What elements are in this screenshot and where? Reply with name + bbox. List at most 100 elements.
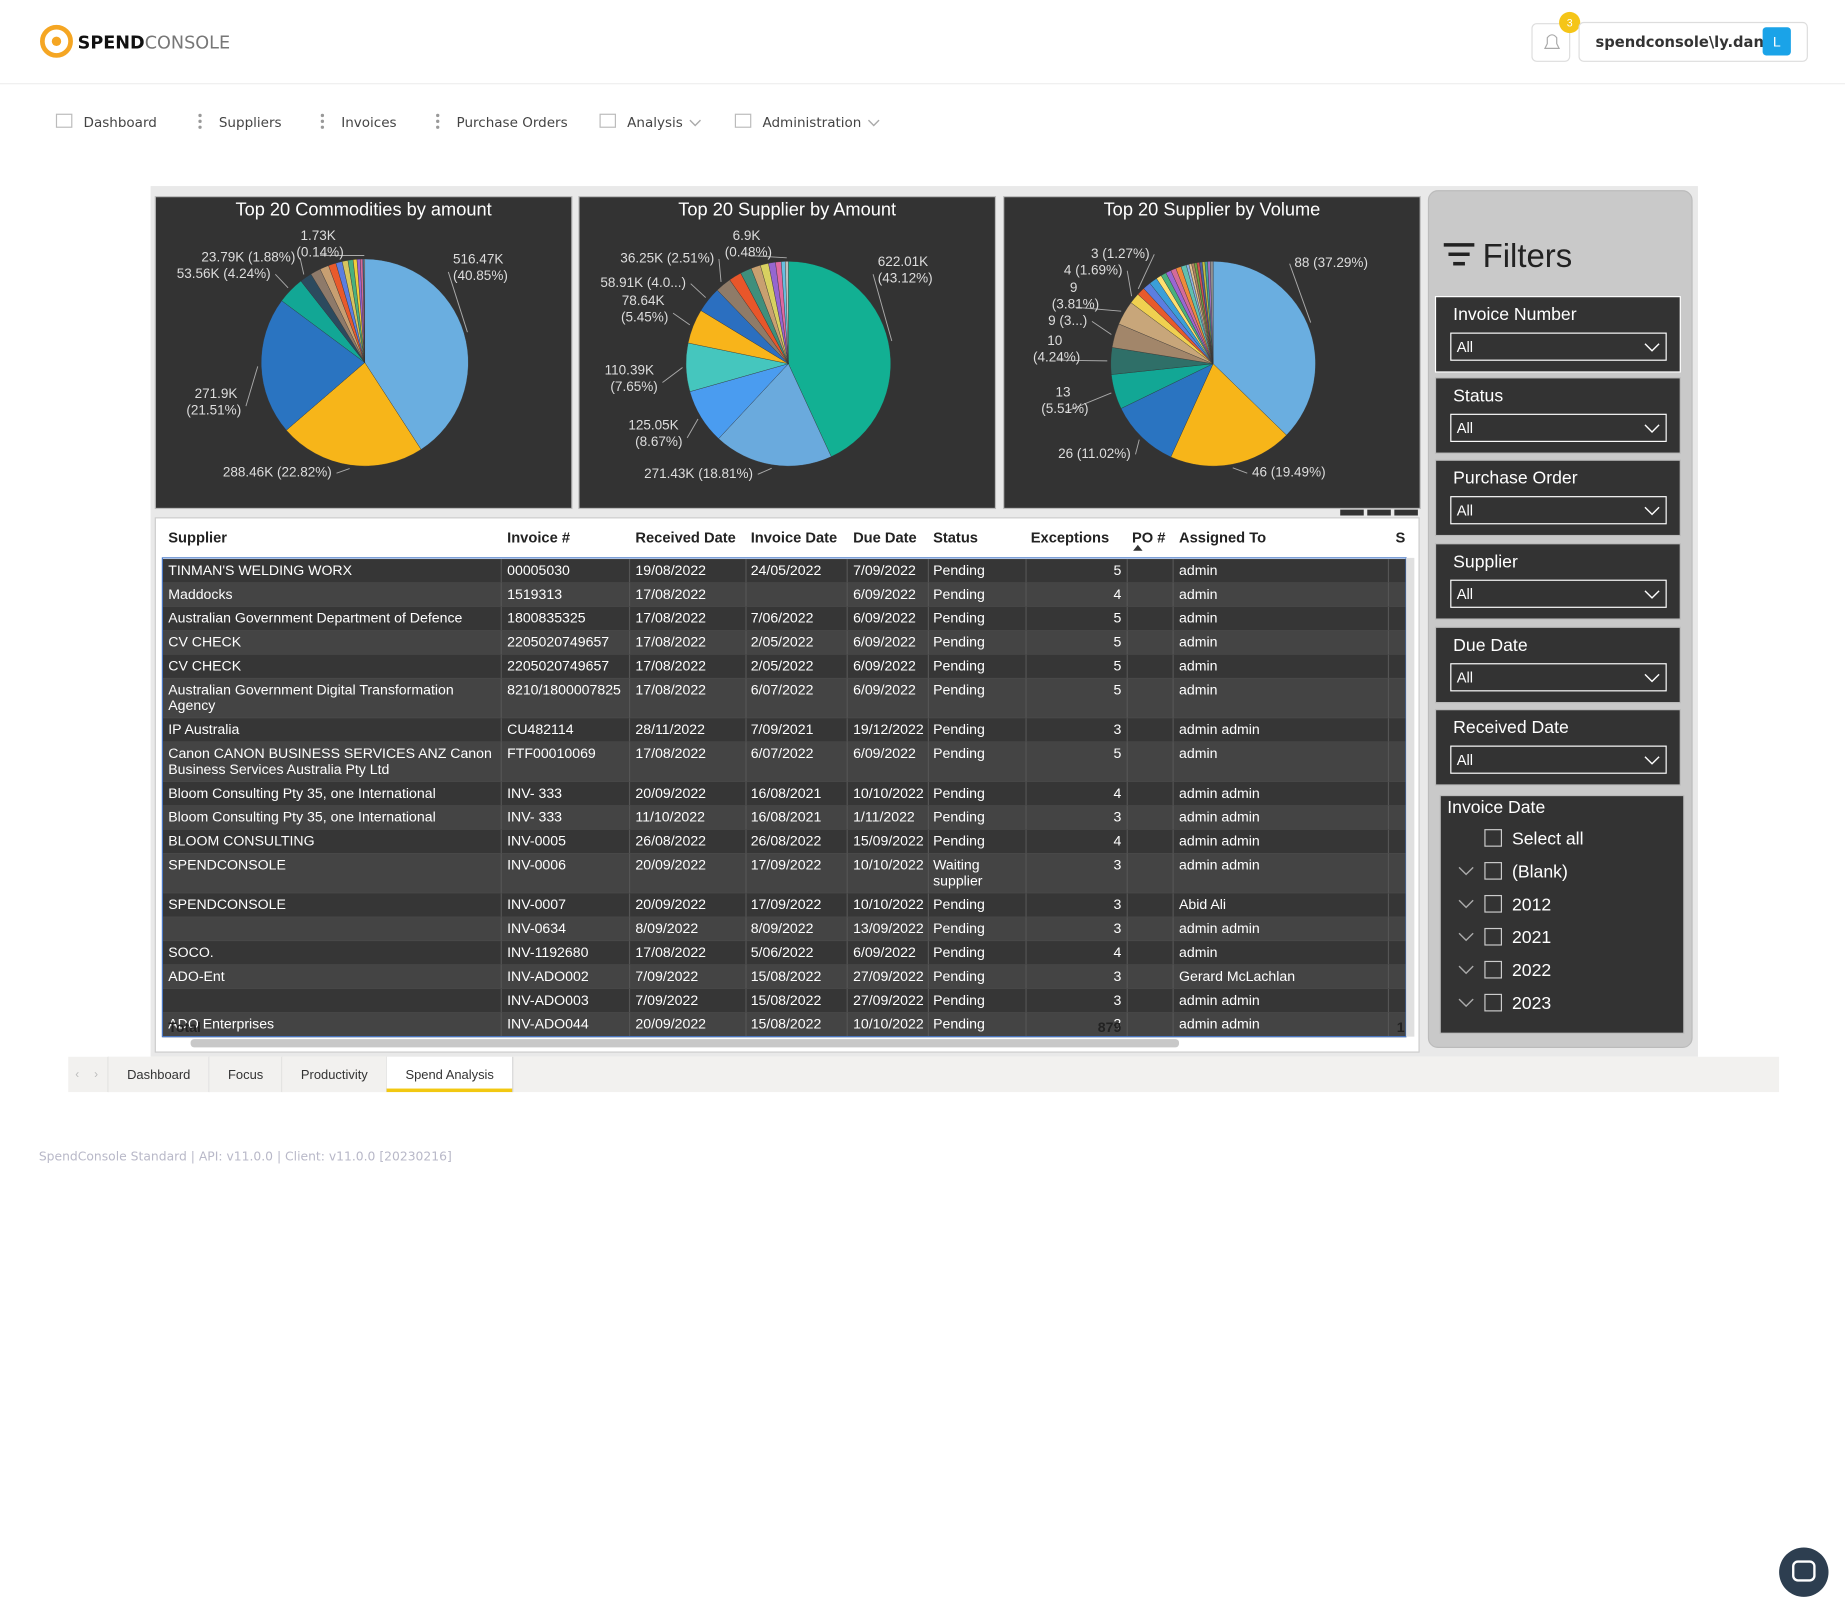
table-cell: admin admin	[1179, 992, 1260, 1008]
tab-scroll-left[interactable]: ‹	[75, 1068, 79, 1081]
table-row[interactable]	[162, 941, 1407, 965]
v-scrollbar[interactable]	[1406, 557, 1415, 1037]
column-header[interactable]: Invoice #	[507, 531, 570, 547]
table-cell: admin	[1179, 745, 1217, 761]
nav-item[interactable]: Invoices	[341, 115, 396, 131]
table-cell: 17/08/2022	[635, 944, 706, 960]
cell-line: Business Services Australia Pty Ltd	[168, 761, 389, 777]
nav-icon	[320, 119, 325, 123]
nav-item[interactable]: Dashboard	[84, 115, 157, 131]
table-cell: admin	[1179, 944, 1217, 960]
avatar	[1762, 27, 1791, 56]
slice-label-line: (43.12%)	[878, 271, 933, 286]
table-row[interactable]	[162, 742, 1407, 782]
column-header[interactable]: Status	[933, 531, 978, 547]
nav-item[interactable]: Purchase Orders	[457, 115, 568, 131]
checkbox-label[interactable]: 2021	[1512, 927, 1551, 947]
column-header[interactable]: Assigned To	[1179, 531, 1266, 547]
table-row[interactable]	[162, 829, 1407, 854]
table-cell: 10/10/2022	[853, 1016, 924, 1032]
notification-button[interactable]	[1531, 23, 1571, 62]
table-cell: 2205020749657	[507, 634, 609, 650]
checkbox-label[interactable]: 2022	[1512, 960, 1551, 980]
table-cell: 7/06/2022	[751, 610, 814, 626]
filter-dropdown[interactable]	[1450, 579, 1667, 608]
tab-scroll-right[interactable]: ›	[94, 1068, 98, 1081]
nav-icon	[436, 119, 440, 123]
checkbox[interactable]	[1484, 927, 1503, 946]
checkbox-label[interactable]: 2023	[1512, 993, 1551, 1013]
checkbox[interactable]	[1484, 862, 1503, 880]
column-header[interactable]: Invoice Date	[751, 531, 838, 547]
column-header[interactable]: PO #	[1132, 531, 1165, 547]
table-cell: 3	[1113, 1016, 1121, 1032]
slice-label: 58.91K (4.0...)	[600, 275, 686, 290]
column-header[interactable]: Received Date	[635, 531, 735, 547]
slice-label-line: (5.45%)	[621, 309, 668, 324]
table-row[interactable]	[162, 853, 1407, 894]
table-cell: IP Australia	[168, 721, 239, 737]
checkbox[interactable]	[1484, 993, 1503, 1012]
nav-item[interactable]: Suppliers	[219, 115, 282, 131]
column-header[interactable]: S	[1396, 531, 1406, 547]
table-cell: 2205020749657	[507, 657, 609, 673]
filter-dropdown[interactable]	[1450, 413, 1667, 442]
slice-label: 1.73K (0.14%)	[296, 228, 343, 259]
tab[interactable]	[108, 1056, 210, 1093]
table-row[interactable]	[162, 988, 1407, 1013]
chat-button[interactable]	[1779, 1547, 1829, 1597]
filter-dropdown[interactable]	[1450, 332, 1667, 361]
checkbox-label[interactable]: 2012	[1512, 894, 1551, 914]
tab-label[interactable]: Focus	[228, 1067, 263, 1082]
table-row[interactable]	[162, 805, 1407, 830]
table-row[interactable]	[162, 678, 1407, 719]
checkbox[interactable]	[1484, 829, 1503, 847]
table-cell: 13/09/2022	[853, 920, 924, 936]
checkbox-label[interactable]: (Blank)	[1512, 861, 1568, 881]
column-header[interactable]: Due Date	[853, 531, 917, 547]
filter-label: Purchase Order	[1453, 468, 1578, 488]
chevron	[689, 119, 701, 127]
table-row[interactable]	[162, 718, 1407, 743]
tab[interactable]	[209, 1056, 283, 1093]
tab-label[interactable]: Productivity	[301, 1067, 368, 1082]
table-row[interactable]	[162, 606, 1407, 631]
filter-dropdown[interactable]	[1450, 745, 1667, 774]
table-row[interactable]	[162, 1012, 1407, 1037]
table-row[interactable]	[162, 654, 1407, 679]
tab[interactable]	[386, 1056, 513, 1093]
logo: SPENDCONSOLE	[78, 33, 230, 53]
table-cell: 19/12/2022	[853, 721, 924, 737]
cell-line: Waiting	[933, 856, 983, 872]
table-row[interactable]	[162, 582, 1407, 607]
tab-label[interactable]: Dashboard	[127, 1067, 190, 1082]
filter-dropdown[interactable]	[1450, 496, 1667, 525]
filter-dropdown[interactable]	[1450, 663, 1667, 692]
sort-indicator	[1133, 544, 1143, 551]
checkbox[interactable]	[1484, 894, 1503, 913]
tab-label[interactable]: Spend Analysis	[405, 1067, 493, 1082]
filter-label: Supplier	[1453, 551, 1518, 571]
table-row[interactable]	[162, 630, 1407, 655]
column-header[interactable]: Supplier	[168, 531, 227, 547]
checkbox-label[interactable]: Select all	[1512, 828, 1584, 848]
user-menu[interactable]	[1578, 21, 1808, 62]
h-scrollbar[interactable]	[190, 1039, 1180, 1048]
label-leader	[662, 367, 683, 383]
slice-label-line: 271.9K	[195, 386, 242, 401]
nav-item[interactable]: Administration	[762, 115, 861, 131]
checkbox[interactable]	[1484, 960, 1503, 979]
table-row[interactable]	[162, 917, 1407, 942]
table-row[interactable]	[162, 559, 1407, 583]
nav-item[interactable]: Analysis	[627, 115, 683, 131]
slice-label-line: (7.65%)	[610, 379, 657, 394]
slice-label: 3 (1.27%)	[1091, 246, 1150, 261]
table-cell: 5	[1113, 657, 1121, 673]
table-row[interactable]	[162, 893, 1407, 918]
table-cell: admin	[1179, 634, 1217, 650]
table-cell: INV- 333	[507, 785, 562, 801]
table-row[interactable]	[162, 781, 1407, 806]
column-header[interactable]: Exceptions	[1031, 531, 1109, 547]
table-row[interactable]	[162, 964, 1407, 989]
tab[interactable]	[282, 1056, 387, 1093]
